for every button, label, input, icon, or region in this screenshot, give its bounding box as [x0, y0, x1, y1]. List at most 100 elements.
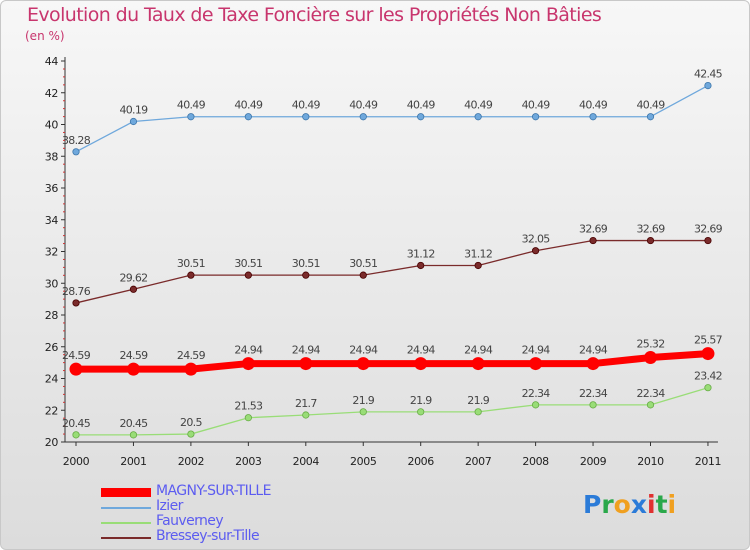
data-label-magny-sur-tille: 24.94	[407, 344, 436, 357]
data-label-bressey-sur-tille: 30.51	[349, 257, 377, 270]
logo-letter: r	[601, 490, 614, 519]
data-label-fauverney: 22.34	[579, 387, 608, 400]
x-tick-label: 2006	[407, 455, 434, 468]
data-point-magny-sur-tille	[529, 357, 543, 371]
data-point-magny-sur-tille	[184, 362, 198, 376]
x-tick-label: 2001	[120, 455, 146, 468]
logo-letter: x	[630, 490, 647, 519]
data-point-izier	[474, 113, 482, 121]
data-point-bressey-sur-tille	[589, 236, 597, 245]
data-point-izier	[244, 113, 252, 121]
chart-subtitle: (en %)	[25, 29, 65, 43]
data-label-fauverney: 21.53	[234, 400, 263, 413]
data-point-magny-sur-tille	[414, 357, 428, 371]
data-point-izier	[589, 113, 597, 121]
proxiti-logo: Proxiti	[583, 490, 676, 519]
data-point-bressey-sur-tille	[417, 261, 425, 270]
x-tick-label: 2000	[63, 455, 90, 468]
data-point-fauverney	[187, 430, 195, 438]
data-point-fauverney	[589, 401, 597, 409]
data-point-bressey-sur-tille	[646, 236, 655, 245]
y-tick-label: 28	[45, 309, 59, 322]
data-point-bressey-sur-tille	[129, 285, 138, 293]
data-label-izier: 40.19	[119, 103, 148, 116]
data-point-fauverney	[531, 401, 540, 409]
legend-swatch	[101, 507, 151, 509]
x-tick-label: 2007	[465, 455, 492, 468]
data-label-bressey-sur-tille: 32.69	[694, 223, 723, 236]
series-line-bressey-sur-tille	[75, 239, 709, 304]
data-point-magny-sur-tille	[126, 362, 140, 376]
x-tick-label: 2004	[293, 455, 320, 468]
data-point-fauverney	[72, 431, 80, 439]
data-point-bressey-sur-tille	[72, 299, 80, 307]
data-label-fauverney: 20.45	[119, 417, 148, 430]
y-tick-label: 36	[45, 182, 59, 195]
data-point-izier	[359, 113, 367, 121]
y-tick-label: 30	[45, 277, 59, 290]
series-line-magny-sur-tille	[72, 350, 712, 373]
y-tick-label: 32	[45, 246, 58, 259]
data-point-fauverney	[704, 384, 712, 392]
data-point-fauverney	[244, 414, 252, 422]
series-layer	[69, 82, 715, 439]
data-label-bressey-sur-tille: 32.69	[637, 223, 666, 236]
data-label-izier: 40.49	[407, 99, 436, 112]
data-label-magny-sur-tille: 25.57	[694, 334, 723, 347]
legend-label: Fauverney	[156, 513, 224, 529]
data-point-bressey-sur-tille	[531, 247, 540, 255]
data-point-magny-sur-tille	[701, 347, 715, 361]
data-label-izier: 40.49	[464, 99, 493, 112]
data-point-magny-sur-tille	[241, 357, 255, 371]
data-label-fauverney: 20.5	[180, 416, 202, 429]
data-point-fauverney	[359, 408, 367, 416]
y-tick-label: 24	[45, 373, 59, 386]
data-point-bressey-sur-tille	[187, 271, 195, 279]
x-tick-label: 2010	[637, 455, 664, 468]
data-label-izier: 42.45	[694, 68, 723, 81]
y-tick-label: 42	[45, 87, 58, 100]
data-point-izier	[72, 148, 80, 156]
data-label-bressey-sur-tille: 31.12	[464, 247, 492, 260]
data-label-izier: 38.28	[62, 134, 91, 147]
data-point-magny-sur-tille	[586, 357, 600, 371]
data-point-bressey-sur-tille	[244, 271, 252, 279]
data-point-fauverney	[302, 411, 310, 419]
data-label-izier: 40.49	[349, 99, 378, 112]
data-point-bressey-sur-tille	[474, 261, 482, 270]
data-label-magny-sur-tille: 24.59	[177, 349, 206, 362]
data-label-bressey-sur-tille: 32.69	[579, 223, 608, 236]
data-label-magny-sur-tille: 24.94	[579, 344, 608, 357]
logo-letter: o	[613, 490, 631, 519]
data-label-fauverney: 21.9	[410, 394, 432, 407]
y-tick-label: 26	[45, 341, 59, 354]
y-tick-label: 34	[45, 214, 59, 227]
data-label-fauverney: 21.7	[295, 397, 317, 410]
data-point-magny-sur-tille	[69, 362, 83, 376]
data-label-magny-sur-tille: 24.59	[62, 349, 91, 362]
legend-label: MAGNY-SUR-TILLE	[156, 483, 271, 499]
logo-letter: i	[647, 490, 656, 519]
data-label-bressey-sur-tille: 30.51	[177, 257, 205, 270]
data-point-izier	[531, 113, 540, 121]
logo-letter: t	[655, 490, 668, 519]
series-line-fauverney	[75, 387, 709, 436]
data-label-fauverney: 22.34	[637, 387, 666, 400]
data-point-izier	[417, 113, 425, 121]
y-tick-label: 44	[45, 55, 59, 68]
y-tick-label: 20	[45, 436, 59, 449]
data-point-izier	[704, 82, 712, 90]
data-label-fauverney: 22.34	[522, 387, 551, 400]
x-tick-label: 2002	[178, 455, 204, 468]
data-point-fauverney	[646, 401, 655, 409]
data-label-bressey-sur-tille: 28.76	[62, 285, 91, 298]
y-tick-label: 22	[45, 404, 58, 417]
data-label-magny-sur-tille: 24.94	[292, 344, 321, 357]
data-label-magny-sur-tille: 25.32	[637, 338, 665, 351]
logo-letter: i	[667, 490, 677, 519]
data-point-izier	[302, 113, 310, 121]
series-line-izier	[75, 84, 709, 153]
data-label-izier: 40.49	[177, 99, 206, 112]
data-labels-layer: 38.28 40.19 40.49 40.49 40.49 40.49 40.49 40.49…	[62, 68, 723, 430]
x-tick-label: 2011	[695, 455, 721, 468]
